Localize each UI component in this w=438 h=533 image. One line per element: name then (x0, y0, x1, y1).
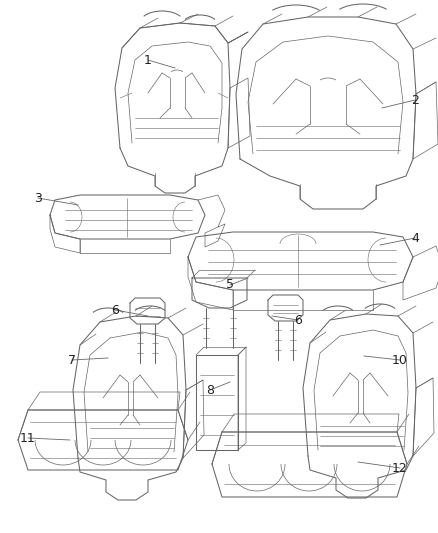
Text: 6: 6 (294, 313, 302, 327)
Text: 11: 11 (20, 432, 36, 445)
Text: 4: 4 (411, 231, 419, 245)
Text: 7: 7 (68, 353, 76, 367)
Text: 2: 2 (411, 93, 419, 107)
Text: 8: 8 (206, 384, 214, 397)
Text: 1: 1 (144, 53, 152, 67)
Text: 3: 3 (34, 191, 42, 205)
Text: 10: 10 (392, 353, 408, 367)
Text: 5: 5 (226, 279, 234, 292)
Text: 12: 12 (392, 462, 408, 474)
Text: 6: 6 (111, 303, 119, 317)
